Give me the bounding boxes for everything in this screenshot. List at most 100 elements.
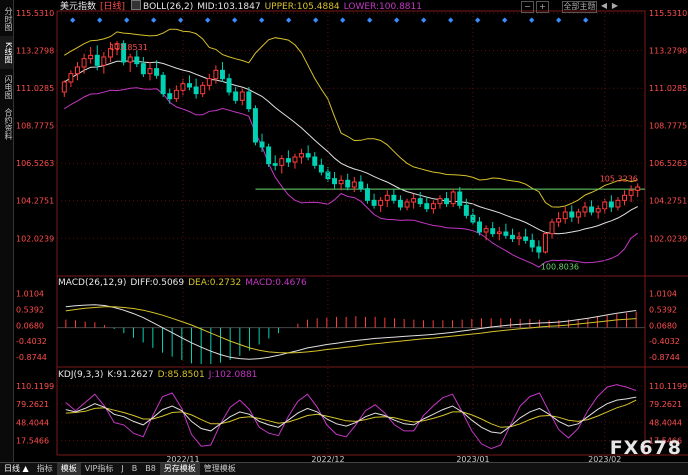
tab-flash[interactable]: 闪电图 <box>4 74 13 99</box>
candle-body <box>134 56 140 65</box>
macd-name: MACD(26,12,9) <box>58 278 127 288</box>
candle-body <box>556 218 562 223</box>
candle-body <box>147 68 153 75</box>
plot-frame <box>56 10 646 456</box>
y-tick-label: 113.2798 <box>649 47 687 56</box>
candle-body <box>595 208 601 213</box>
toolbar-item-manage-template[interactable]: 管理模板 <box>203 464 236 473</box>
period-dropdown[interactable]: 日线 ▲ <box>4 464 29 473</box>
candle-body <box>351 181 357 188</box>
candle-body <box>266 146 272 165</box>
candle-body <box>496 231 502 235</box>
toolbar-item-save-template[interactable]: 另存模板 <box>159 463 200 475</box>
candle-body <box>523 236 529 241</box>
toolbar-item-templates[interactable]: 模板 <box>56 463 81 475</box>
boll-lower-line <box>64 87 638 268</box>
y-tick-label-left: 48.4044 <box>16 418 49 427</box>
toolbar-item-b8[interactable]: B8 <box>145 464 156 473</box>
event-marker-icon: ◆ <box>97 16 103 24</box>
tab-intraday[interactable]: 分时图 <box>4 6 13 31</box>
sidebar: 分时图 K线图 闪电图 合约资料 <box>0 0 14 462</box>
x-tick-label: 2022/12 <box>311 455 344 464</box>
y-tick-label: 0.5392 <box>649 306 677 315</box>
macd-diff: DIFF:0.5069 <box>130 278 185 288</box>
candle-body <box>332 178 337 185</box>
event-marker-icon: ◆ <box>259 16 265 24</box>
candle-body <box>101 56 107 66</box>
price-annotation: 105.3236 <box>600 174 638 183</box>
event-marker-icon: ◆ <box>178 16 184 24</box>
candle-body <box>160 74 166 95</box>
y-tick-label-left: 111.0285 <box>16 84 54 93</box>
price-annotation: 113.8531 <box>110 43 148 52</box>
zoom-out-button[interactable]: − <box>521 1 534 13</box>
indicator-toggle-icon[interactable] <box>131 0 142 10</box>
candle-body <box>312 156 318 166</box>
kdj-name: KDJ(9,3,3) <box>58 370 104 380</box>
candle-body <box>575 211 581 218</box>
toolbar-item-indicators[interactable]: 指标 <box>36 464 53 473</box>
macd-value: MACD:0.4676 <box>245 278 307 288</box>
candle-body <box>477 221 482 233</box>
candle-body <box>252 108 258 143</box>
candle-body <box>213 69 219 80</box>
toolbar-item-b[interactable]: B <box>131 464 138 473</box>
candle-body <box>411 198 417 203</box>
event-marker-icon: ◆ <box>394 16 400 24</box>
candle-body <box>549 221 555 235</box>
candle-body <box>589 206 595 213</box>
candle-body <box>259 141 265 148</box>
kdj-d-line <box>65 399 637 428</box>
candle-body <box>246 91 252 110</box>
candle-body <box>305 153 311 158</box>
y-tick-label-left: 104.2751 <box>16 197 54 206</box>
boll-mid-line <box>64 60 638 235</box>
y-tick-label: 115.5310 <box>649 9 687 18</box>
candle-body <box>200 84 206 95</box>
prev-arrow-icon[interactable]: ◀ <box>600 1 608 10</box>
kdj-k: K:91.2627 <box>107 370 154 380</box>
toolbar-item-j[interactable]: J <box>121 464 124 473</box>
y-tick-label: 110.1199 <box>649 382 687 391</box>
y-tick-label-left: -0.8744 <box>16 353 47 362</box>
candle-body <box>173 89 179 100</box>
y-tick-label: 108.7775 <box>649 122 687 131</box>
next-arrow-icon[interactable]: ▶ <box>611 1 619 10</box>
candle-body <box>490 228 496 235</box>
candle-body <box>463 204 469 216</box>
toolbar-item-vip[interactable]: VIP指标 <box>84 464 114 473</box>
boll-name: BOLL(26,2) <box>143 2 194 12</box>
macd-legend: MACD(26,12,9) DIFF:0.5069 DEA:0.2732 MACD:0… <box>58 278 311 289</box>
candle-body <box>417 198 423 205</box>
candle-body <box>602 201 608 210</box>
y-tick-label-left: 17.5466 <box>16 437 49 446</box>
candle-body <box>470 214 476 223</box>
candle-body <box>75 66 80 75</box>
x-tick-label: 2022/11 <box>166 455 199 464</box>
candle-body <box>569 211 575 218</box>
y-tick-label-left: 0.5392 <box>16 306 44 315</box>
candle-body <box>457 191 463 206</box>
theme-select[interactable]: 全部主题 <box>562 1 597 13</box>
kdj-legend: KDJ(9,3,3) K:91.2627 D:85.8501 J:102.0881 <box>58 370 261 381</box>
tab-contract-info[interactable]: 合约资料 <box>4 108 13 140</box>
candle-body <box>206 78 212 86</box>
x-tick-label: 2023/01 <box>456 455 489 464</box>
candle-body <box>180 83 186 91</box>
candle-body <box>503 231 509 236</box>
zoom-in-button[interactable]: + <box>536 1 549 13</box>
tab-kline[interactable]: K线图 <box>0 36 13 69</box>
y-tick-label-left: 110.1199 <box>16 382 54 391</box>
y-tick-label-left: 113.2798 <box>16 47 54 56</box>
event-marker-icon: ◆ <box>313 16 319 24</box>
y-tick-label: 111.0285 <box>649 84 687 93</box>
candle-body <box>121 43 127 63</box>
event-marker-icon: ◆ <box>421 16 427 24</box>
event-marker-icon: ◆ <box>340 16 346 24</box>
symbol-name: 美元指数 <box>60 2 97 12</box>
event-marker-icon: ◆ <box>205 16 211 24</box>
y-tick-label: 48.4044 <box>649 418 682 427</box>
macd-dea-line <box>65 306 637 354</box>
